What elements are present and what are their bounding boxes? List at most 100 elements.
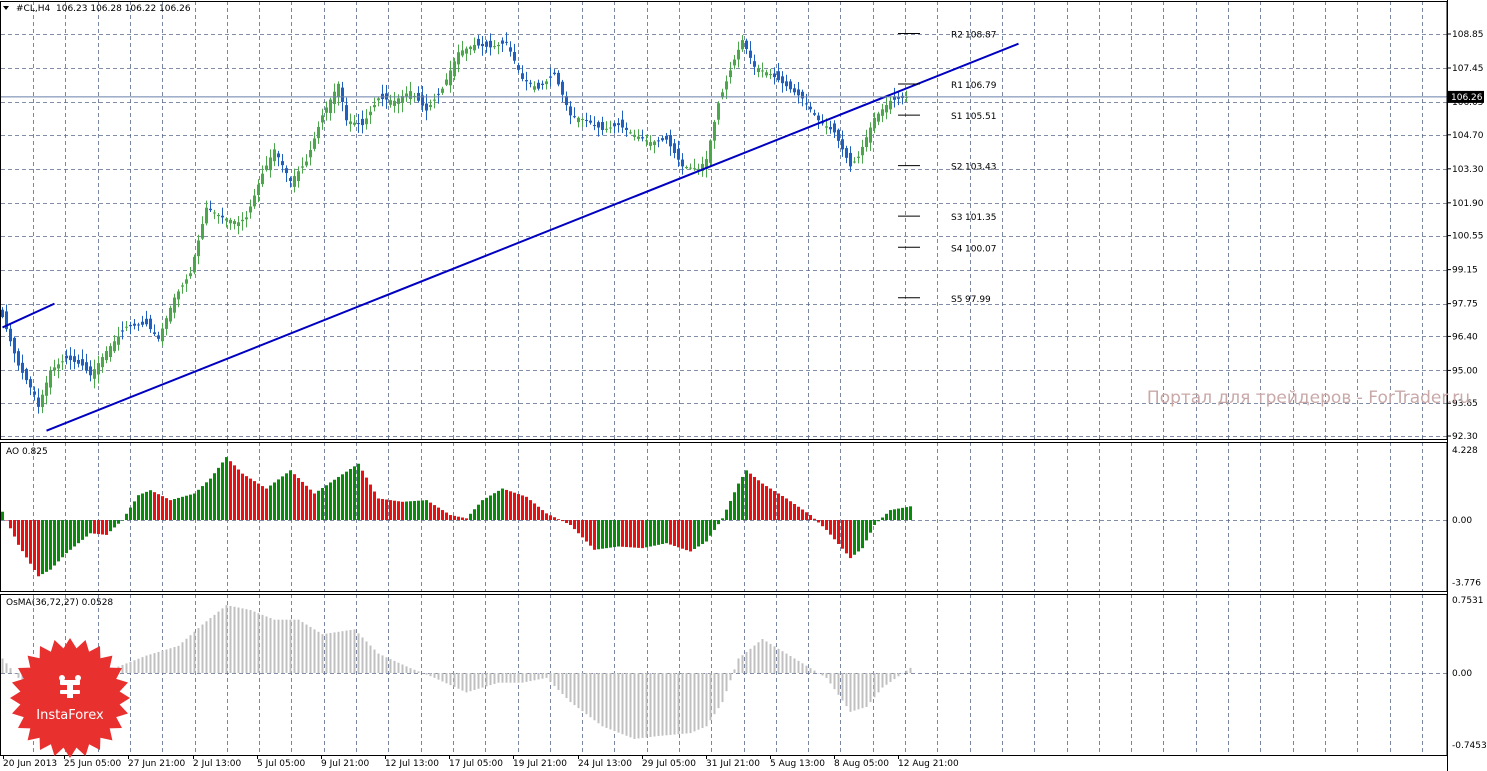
ao-bar xyxy=(909,506,912,520)
candle-body xyxy=(309,149,312,158)
ao-bar xyxy=(549,515,552,520)
osma-bar xyxy=(821,673,824,676)
candle-body xyxy=(333,91,336,104)
candle-body xyxy=(105,350,108,361)
candle-body xyxy=(637,136,640,139)
ao-bar xyxy=(645,520,648,548)
osma-bar xyxy=(129,661,132,673)
triangle-down-icon[interactable] xyxy=(3,6,9,10)
candle-body xyxy=(397,98,400,104)
osma-bar xyxy=(569,673,572,703)
osma-bar xyxy=(417,671,420,673)
candle-body xyxy=(677,148,680,160)
osma-bar xyxy=(169,648,172,673)
osma-bar xyxy=(233,606,236,673)
osma-bar xyxy=(597,673,600,724)
osma-bar xyxy=(273,619,276,673)
osma-bar xyxy=(481,673,484,688)
ao-bar xyxy=(753,476,756,520)
ao-pane[interactable] xyxy=(1,457,912,577)
osma-bar xyxy=(701,673,704,729)
candle-body xyxy=(489,40,492,48)
ao-bar xyxy=(101,520,104,535)
candle-body xyxy=(657,140,660,142)
price-pane[interactable]: R2 108.87 R1 106.79 S1 105.51 S2 103.43 S3 101.35… xyxy=(1,31,1447,432)
ao-bar xyxy=(245,476,248,520)
osma-axis-label: 0.00 xyxy=(1452,669,1472,679)
candle-body xyxy=(441,88,444,93)
ao-bar xyxy=(561,520,564,522)
osma-bar xyxy=(501,673,504,683)
ao-bar xyxy=(133,501,136,520)
time-axis-label: 29 Jul 05:00 xyxy=(642,759,696,769)
trendline[interactable] xyxy=(2,302,55,329)
candle-body xyxy=(409,91,412,100)
ao-bar xyxy=(789,501,792,520)
candle-body xyxy=(25,369,28,381)
osma-bar xyxy=(373,649,376,673)
osma-bar xyxy=(773,646,776,673)
candle-body xyxy=(81,359,84,366)
candle-body xyxy=(801,91,804,99)
ao-bar xyxy=(885,513,888,520)
pivot-value: 105.51 xyxy=(965,112,997,122)
candle-body xyxy=(305,161,308,166)
ao-bar xyxy=(905,507,908,520)
osma-bar xyxy=(241,608,244,673)
trendline[interactable] xyxy=(46,42,1019,432)
candle-body xyxy=(329,99,332,114)
candle-body xyxy=(185,279,188,284)
candle-body xyxy=(565,96,568,106)
ao-bar xyxy=(189,494,192,520)
osma-bar xyxy=(621,673,624,735)
osma-pane[interactable] xyxy=(1,605,912,739)
candle-body xyxy=(237,222,240,227)
instaforex-logo: InstaForex xyxy=(10,638,130,758)
candle-body xyxy=(857,156,860,158)
candle-body xyxy=(353,122,356,125)
pivot-label: R2 xyxy=(951,31,963,41)
osma-bar xyxy=(269,618,272,673)
ao-bar xyxy=(201,486,204,520)
ao-bar xyxy=(541,510,544,520)
osma-bar xyxy=(153,653,156,673)
ao-bar xyxy=(841,520,844,549)
candle-body xyxy=(497,44,500,47)
trendlines[interactable] xyxy=(1,42,1447,432)
candle-body xyxy=(737,49,740,60)
candle-body xyxy=(373,105,376,108)
ao-bar xyxy=(73,520,76,547)
osma-bar xyxy=(161,650,164,673)
ao-bar xyxy=(397,501,400,520)
ao-bar xyxy=(33,520,36,570)
ao-bar xyxy=(817,520,820,523)
ao-bar xyxy=(537,506,540,520)
candle-body xyxy=(453,61,456,77)
osma-bar xyxy=(221,608,224,673)
candle-body xyxy=(317,126,320,139)
osma-bar xyxy=(265,616,268,673)
osma-bar xyxy=(1,658,4,673)
ao-bar xyxy=(813,518,816,520)
candle-body xyxy=(837,129,840,141)
candle-body xyxy=(853,161,856,163)
ao-bar xyxy=(325,485,328,520)
osma-bar xyxy=(193,631,196,673)
osma-bar xyxy=(393,660,396,673)
candle-body xyxy=(109,346,112,358)
ao-bar xyxy=(901,507,904,520)
candle-body xyxy=(601,122,604,130)
osma-axis-label: 0.7531 xyxy=(1452,596,1484,606)
osma-title: OsMA(36,72,27) 0.0528 xyxy=(6,598,113,608)
ao-bar xyxy=(453,515,456,520)
candle-body xyxy=(297,171,300,182)
candle-body xyxy=(517,65,520,70)
ao-bar xyxy=(805,512,808,520)
ao-bar xyxy=(293,474,296,520)
ao-bar xyxy=(173,499,176,520)
candle-body xyxy=(829,126,832,130)
ao-bar xyxy=(573,520,576,530)
osma-bar xyxy=(729,673,732,681)
ao-bar xyxy=(297,478,300,520)
